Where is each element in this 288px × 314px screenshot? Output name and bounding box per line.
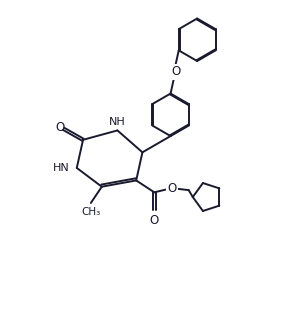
Text: O: O xyxy=(171,66,181,78)
Text: O: O xyxy=(168,182,177,195)
Text: HN: HN xyxy=(53,163,70,173)
Text: O: O xyxy=(55,121,65,134)
Text: NH: NH xyxy=(108,117,125,127)
Text: CH₃: CH₃ xyxy=(81,207,101,217)
Text: O: O xyxy=(150,214,159,227)
